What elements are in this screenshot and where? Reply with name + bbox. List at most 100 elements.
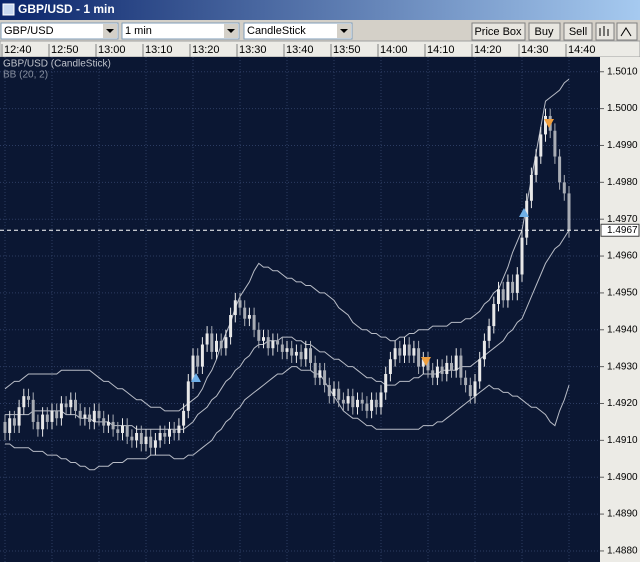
candle-body bbox=[313, 362, 317, 378]
symbol-select[interactable] bbox=[0, 22, 119, 40]
candle-body bbox=[327, 385, 331, 397]
candle-body bbox=[431, 370, 435, 378]
x-tick-label: 14:30 bbox=[521, 44, 549, 56]
candle-body bbox=[41, 414, 45, 430]
candle-body bbox=[388, 359, 392, 375]
candle-body bbox=[553, 130, 557, 157]
y-tick-label: 1.5000 bbox=[607, 103, 638, 114]
candle-body bbox=[247, 315, 251, 319]
candle-body bbox=[233, 300, 237, 316]
buy-button[interactable] bbox=[528, 22, 561, 41]
candle-body bbox=[398, 348, 402, 356]
candle-body bbox=[276, 340, 280, 345]
y-tick-label: 1.4970 bbox=[607, 214, 638, 225]
candle-body bbox=[497, 289, 500, 304]
tool-button[interactable] bbox=[595, 22, 615, 41]
candle-body bbox=[337, 388, 341, 400]
candle-body bbox=[83, 414, 87, 419]
candle-body bbox=[74, 399, 77, 411]
candle-body bbox=[506, 281, 510, 301]
candle-body bbox=[139, 432, 143, 445]
candle-body bbox=[144, 436, 148, 445]
candle-body bbox=[88, 414, 92, 422]
current-price-box bbox=[600, 223, 640, 237]
candle-body bbox=[196, 355, 200, 367]
x-tick-label: 12:50 bbox=[51, 44, 79, 56]
candle-body bbox=[200, 344, 204, 367]
plot-area bbox=[0, 57, 600, 562]
candle-body bbox=[346, 396, 350, 404]
candle-body bbox=[238, 300, 242, 308]
candle-body bbox=[186, 381, 190, 411]
dropdown-arrow bbox=[340, 29, 348, 33]
candle-body bbox=[412, 348, 416, 356]
candle-body bbox=[116, 429, 120, 433]
x-tick-label: 14:20 bbox=[474, 44, 502, 56]
candle-body bbox=[464, 377, 468, 386]
button-label: Price Box bbox=[474, 26, 522, 38]
candle-body bbox=[64, 403, 68, 408]
candle-body bbox=[285, 348, 289, 352]
candle-body bbox=[360, 399, 364, 404]
candle-body bbox=[168, 429, 171, 437]
tool-icon bbox=[599, 26, 609, 36]
price-axis bbox=[600, 57, 640, 562]
candle-body bbox=[219, 340, 223, 349]
candle-body bbox=[106, 421, 110, 426]
candle-body bbox=[210, 333, 214, 352]
candle-body bbox=[450, 362, 453, 371]
candle-body bbox=[417, 348, 421, 367]
candle-body bbox=[487, 326, 491, 341]
candle-body bbox=[177, 425, 181, 433]
price-box-button[interactable] bbox=[471, 22, 526, 41]
candle-body bbox=[511, 281, 515, 293]
y-tick-label: 1.4960 bbox=[607, 251, 638, 262]
interval-select[interactable] bbox=[121, 22, 240, 40]
candle-body bbox=[304, 348, 308, 360]
x-tick-label: 12:40 bbox=[4, 44, 32, 56]
candle-body bbox=[8, 418, 12, 433]
window-icon bbox=[2, 3, 15, 16]
candle-body bbox=[50, 410, 54, 422]
candle-body bbox=[266, 337, 270, 349]
tool-button[interactable] bbox=[616, 22, 638, 41]
candle-body bbox=[205, 333, 209, 345]
candle-body bbox=[562, 182, 566, 194]
symbol-value: GBP/USD bbox=[4, 25, 54, 37]
candle-body bbox=[459, 355, 463, 378]
tool-icon bbox=[620, 27, 632, 37]
candle-body bbox=[130, 436, 134, 441]
candle-body bbox=[163, 432, 167, 437]
candle-body bbox=[341, 399, 345, 404]
chart-style-select[interactable] bbox=[243, 22, 353, 40]
candle-body bbox=[332, 388, 336, 397]
candle-body bbox=[262, 337, 265, 341]
y-tick-label: 1.5010 bbox=[607, 66, 638, 77]
candle-body bbox=[121, 425, 124, 433]
candle-body bbox=[45, 414, 49, 422]
candle-body bbox=[55, 410, 59, 419]
candle-body bbox=[224, 337, 228, 349]
candle-body bbox=[149, 436, 153, 448]
candle-body bbox=[473, 381, 477, 397]
candle-body bbox=[374, 399, 378, 408]
y-tick-label: 1.4920 bbox=[607, 398, 638, 409]
sell-button[interactable] bbox=[563, 22, 593, 41]
candle-body bbox=[182, 410, 186, 426]
candle-body bbox=[356, 399, 359, 408]
candle-body bbox=[529, 174, 533, 201]
chart-title: GBP/USD (CandleStick) bbox=[3, 59, 111, 70]
y-tick-label: 1.4990 bbox=[607, 140, 638, 151]
candle-body bbox=[27, 396, 30, 400]
x-tick-label: 14:10 bbox=[427, 44, 455, 56]
candle-body bbox=[280, 344, 284, 352]
candle-body bbox=[426, 359, 430, 371]
candle-body bbox=[482, 340, 486, 360]
candle-body bbox=[111, 421, 115, 430]
candle-body bbox=[243, 307, 247, 319]
y-tick-label: 1.4910 bbox=[607, 435, 638, 446]
dropdown-arrow bbox=[227, 29, 235, 33]
x-tick-label: 13:20 bbox=[192, 44, 220, 56]
candle-body bbox=[558, 156, 562, 183]
